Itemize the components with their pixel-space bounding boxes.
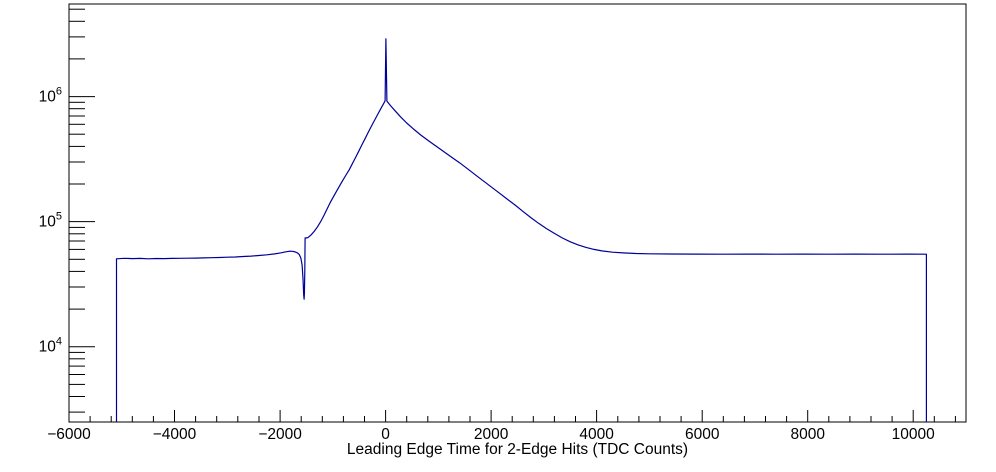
x-axis-tick-label: −4000 (153, 426, 197, 443)
x-axis-tick-label: 4000 (579, 426, 614, 443)
x-axis-title: Leading Edge Time for 2-Edge Hits (TDC C… (346, 441, 689, 458)
y-axis-tick-exponent: 4 (56, 336, 62, 348)
x-axis-tick-label: 10000 (892, 426, 935, 443)
y-axis-tick-exponent: 5 (56, 211, 62, 223)
y-axis-tick-label: 105 (39, 211, 62, 231)
y-axis-tick-label: 104 (39, 336, 62, 356)
plot-frame (68, 3, 967, 423)
x-axis-tick-label: −2000 (258, 426, 302, 443)
x-axis-tick-label: −6000 (47, 426, 91, 443)
x-axis-tick-label: 6000 (685, 426, 720, 443)
x-axis-tick-label: 2000 (474, 426, 509, 443)
y-axis-tick-exponent: 6 (56, 86, 62, 98)
leading-edge-time-histogram (115, 38, 927, 422)
x-axis-tick-label: 8000 (790, 426, 825, 443)
x-axis-tick-label: 0 (381, 426, 390, 443)
y-axis-tick-label: 106 (39, 86, 62, 106)
